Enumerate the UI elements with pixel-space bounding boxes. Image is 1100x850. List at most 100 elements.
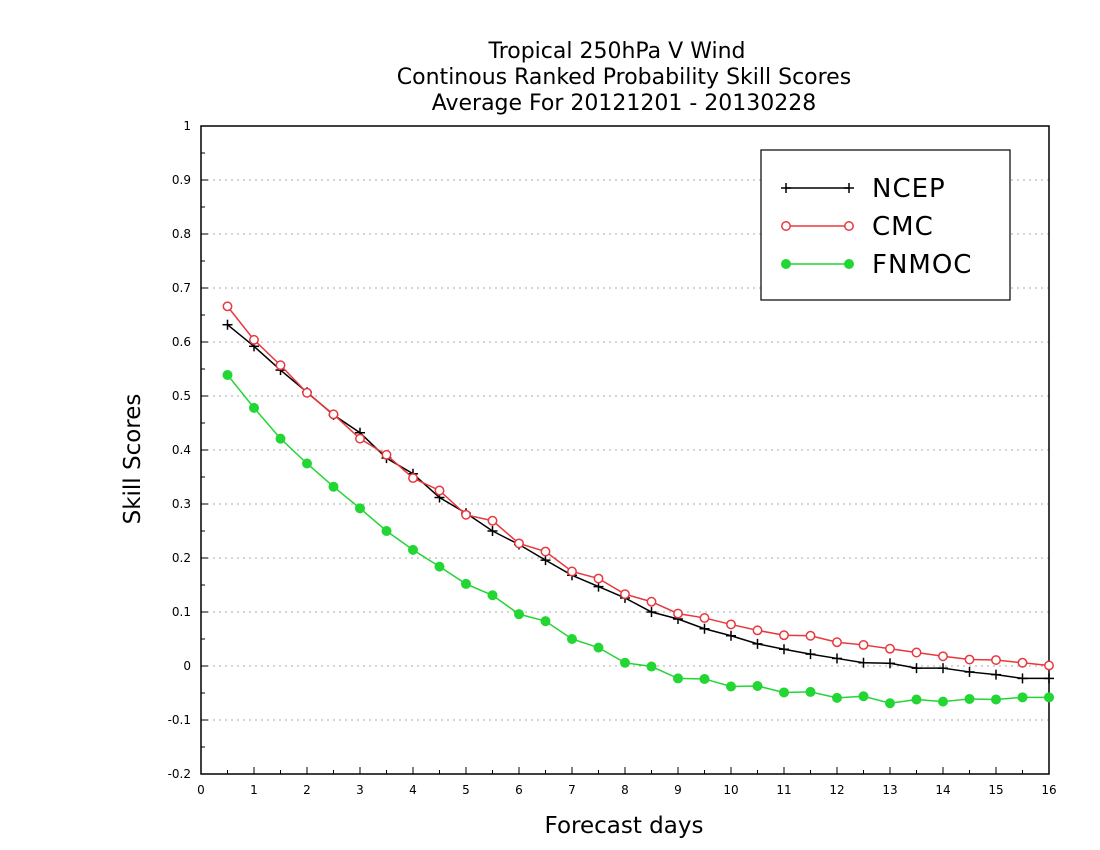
series-layer — [222, 301, 1054, 709]
data-point-fnmoc — [222, 369, 233, 380]
data-point-fnmoc — [302, 458, 312, 469]
x-axis: 0 1 2 3 4 5 6 7 8 9 10 11 12 13 14 15 16 — [197, 767, 1057, 797]
data-point-ncep — [726, 630, 736, 641]
series-cmc — [222, 301, 1054, 671]
data-point-ncep — [779, 644, 789, 655]
data-point-cmc — [461, 509, 471, 520]
data-point-fnmoc — [540, 616, 551, 627]
data-point-ncep — [858, 657, 869, 668]
data-point-ncep — [540, 555, 551, 566]
data-point-cmc — [381, 449, 392, 460]
x-tick-label: 11 — [776, 783, 791, 797]
data-point-ncep — [222, 319, 233, 330]
y-tick-label: 1 — [183, 119, 191, 133]
x-tick-label: 3 — [356, 783, 364, 797]
y-tick-label: 0 — [183, 659, 191, 673]
data-point-fnmoc — [911, 694, 922, 705]
data-point-fnmoc — [991, 694, 1001, 705]
data-point-fnmoc — [328, 481, 339, 492]
data-point-fnmoc — [779, 687, 789, 698]
x-tick-label: 13 — [882, 783, 897, 797]
data-point-cmc — [408, 473, 418, 484]
data-point-ncep — [832, 653, 842, 664]
data-point-fnmoc — [620, 657, 630, 668]
data-point-ncep — [805, 649, 816, 660]
x-tick-label: 14 — [935, 783, 950, 797]
data-point-fnmoc — [938, 696, 948, 707]
data-point-cmc — [249, 334, 259, 345]
data-point-cmc — [1044, 660, 1054, 671]
data-point-fnmoc — [408, 544, 418, 555]
data-point-fnmoc — [434, 561, 445, 572]
legend-marker-ncep — [781, 183, 791, 193]
y-tick-label: 0.3 — [172, 497, 191, 511]
data-point-fnmoc — [858, 691, 869, 702]
x-tick-label: 9 — [674, 783, 682, 797]
data-point-ncep — [938, 663, 948, 674]
data-point-fnmoc — [461, 578, 471, 589]
y-tick-label: -0.2 — [168, 767, 191, 781]
y-tick-label: 0.5 — [172, 389, 191, 403]
data-point-cmc — [858, 639, 869, 650]
legend-item-ncep: NCEP — [781, 174, 946, 204]
data-point-fnmoc — [646, 661, 657, 672]
data-point-ncep — [991, 669, 1001, 680]
legend-marker-fnmoc — [781, 259, 791, 269]
series-fnmoc — [222, 369, 1054, 709]
data-point-ncep — [646, 607, 657, 617]
data-point-fnmoc — [699, 673, 710, 684]
data-point-ncep — [752, 638, 763, 649]
x-tick-label: 4 — [409, 783, 417, 797]
data-point-cmc — [673, 608, 683, 619]
y-axis-label: Skill Scores — [120, 394, 146, 525]
data-point-cmc — [885, 643, 895, 654]
data-point-fnmoc — [673, 673, 683, 684]
data-point-ncep — [885, 658, 895, 669]
data-point-ncep — [911, 663, 922, 674]
y-tick-label: 0.8 — [172, 227, 191, 241]
y-tick-label: 0.1 — [172, 605, 191, 619]
data-point-fnmoc — [885, 698, 895, 709]
x-tick-label: 10 — [723, 783, 738, 797]
data-point-ncep — [964, 666, 975, 677]
legend-box — [760, 149, 1011, 301]
data-point-fnmoc — [832, 692, 842, 703]
title-line-1: Tropical 250hPa V Wind — [487, 39, 745, 64]
data-point-fnmoc — [1017, 692, 1028, 703]
data-point-ncep — [699, 623, 710, 634]
data-point-fnmoc — [964, 693, 975, 704]
data-point-fnmoc — [752, 680, 763, 691]
data-point-cmc — [752, 625, 763, 636]
data-point-fnmoc — [1044, 692, 1054, 703]
x-tick-label: 1 — [250, 783, 258, 797]
data-point-cmc — [567, 566, 577, 577]
x-tick-label: 2 — [303, 783, 311, 797]
x-tick-label: 7 — [568, 783, 576, 797]
data-point-cmc — [302, 387, 312, 398]
y-tick-label: 0.6 — [172, 335, 191, 349]
legend-marker-fnmoc — [844, 259, 854, 269]
x-axis-label: Forecast days — [545, 813, 704, 839]
y-tick-label: 0.7 — [172, 281, 191, 295]
data-point-fnmoc — [249, 402, 259, 413]
data-point-cmc — [620, 589, 630, 600]
legend-label-ncep: NCEP — [872, 174, 946, 204]
x-tick-label: 6 — [515, 783, 523, 797]
data-point-cmc — [832, 637, 842, 648]
data-point-cmc — [991, 655, 1001, 666]
title-line-3: Average For 20121201 - 20130228 — [432, 91, 817, 116]
data-point-cmc — [1017, 657, 1028, 668]
data-point-cmc — [514, 538, 524, 549]
data-point-fnmoc — [593, 642, 604, 653]
data-point-fnmoc — [726, 681, 736, 692]
chart-title: Tropical 250hPa V Wind Continous Ranked … — [397, 39, 851, 116]
data-point-cmc — [911, 647, 922, 658]
x-tick-label: 5 — [462, 783, 470, 797]
data-point-cmc — [328, 409, 339, 420]
legend-label-fnmoc: FNMOC — [872, 250, 972, 280]
data-point-cmc — [779, 630, 789, 641]
legend-marker-cmc — [781, 221, 791, 231]
x-tick-label: 16 — [1041, 783, 1056, 797]
data-point-cmc — [938, 651, 948, 662]
